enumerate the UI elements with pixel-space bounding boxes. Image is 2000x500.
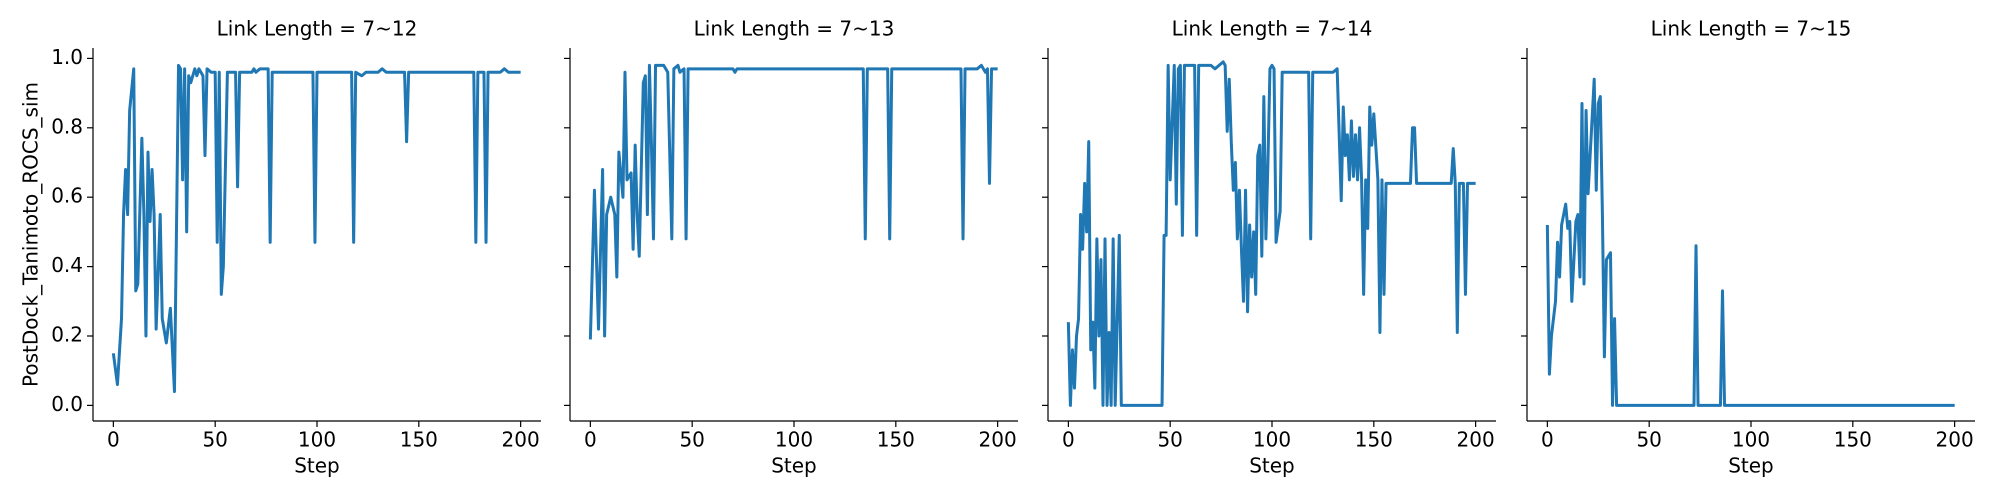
y-tick-label: 0.8	[51, 114, 83, 138]
x-tick-label: 0	[1062, 428, 1075, 452]
panel-title: Link Length = 7~14	[1172, 17, 1373, 41]
x-tick-label: 50	[1157, 428, 1182, 452]
x-tick-label: 50	[202, 428, 227, 452]
x-tick-label: 100	[1732, 428, 1770, 452]
y-tick-label: 0.0	[51, 392, 83, 416]
y-tick-label: 0.4	[51, 253, 83, 277]
line-series	[1545, 77, 1955, 407]
x-tick-label: 0	[1541, 428, 1554, 452]
x-tick-label: 200	[1457, 428, 1495, 452]
line-series	[588, 63, 998, 340]
x-tick-label: 100	[1253, 428, 1291, 452]
panel-title: Link Length = 7~15	[1651, 17, 1852, 41]
x-tick-label: 150	[877, 428, 915, 452]
panel-title: Link Length = 7~12	[217, 17, 418, 41]
line-series	[1066, 60, 1476, 407]
x-tick-label: 100	[775, 428, 813, 452]
y-tick-label: 1.0	[51, 45, 83, 69]
x-tick-label: 150	[1834, 428, 1872, 452]
x-tick-label: 150	[1355, 428, 1393, 452]
y-tick-label: 0.6	[51, 184, 83, 208]
x-tick-label: 50	[679, 428, 704, 452]
x-tick-label: 200	[1936, 428, 1974, 452]
x-tick-label: 100	[298, 428, 336, 452]
x-axis-label: Step	[294, 454, 340, 478]
x-tick-label: 200	[502, 428, 540, 452]
panel-title: Link Length = 7~13	[694, 17, 895, 41]
x-tick-label: 200	[979, 428, 1017, 452]
x-axis-label: Step	[1728, 454, 1774, 478]
x-tick-label: 0	[107, 428, 120, 452]
y-tick-label: 0.2	[51, 322, 83, 346]
x-tick-label: 150	[400, 428, 438, 452]
x-axis-label: Step	[1249, 454, 1295, 478]
y-axis-label: PostDock_Tanimoto_ROCS_sim	[19, 82, 43, 387]
x-tick-label: 50	[1636, 428, 1661, 452]
x-axis-label: Step	[771, 454, 817, 478]
x-tick-label: 0	[584, 428, 597, 452]
line-series	[111, 63, 521, 394]
